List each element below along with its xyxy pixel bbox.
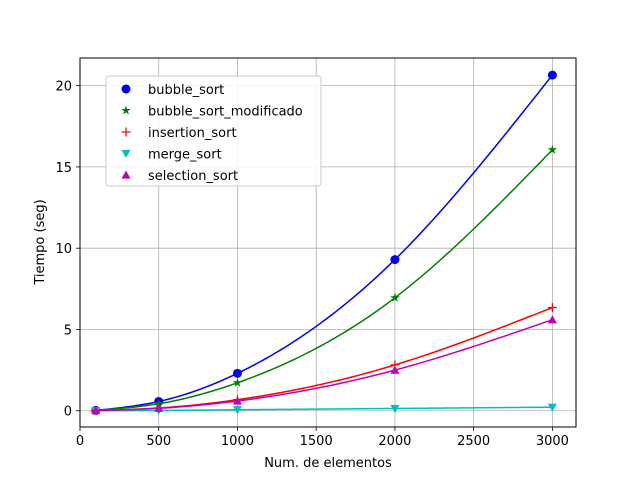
- y-tick-label: 15: [55, 161, 72, 176]
- data-point: [390, 255, 400, 265]
- legend-item: bubble_sort_modificado: [121, 105, 303, 120]
- x-tick-label: 2000: [378, 434, 411, 449]
- legend: bubble_sort bubble_sort_modificadoinserti…: [105, 75, 322, 187]
- series-line: [95, 74, 553, 412]
- y-tick-label: 10: [55, 242, 72, 257]
- data-point: [547, 403, 557, 412]
- data-point: [232, 406, 242, 415]
- data-point: [547, 303, 557, 313]
- y-axis-label: Tiempo (seg): [33, 199, 48, 285]
- data-point: [154, 403, 164, 412]
- legend-marker: [121, 170, 131, 179]
- x-tick-label: 1500: [300, 434, 333, 449]
- data-point: [390, 365, 400, 374]
- legend-label: selection_sort: [148, 169, 238, 184]
- legend-box: [105, 75, 322, 187]
- series-selection_sort: [91, 315, 557, 415]
- data-point: [232, 377, 243, 387]
- x-axis: 0 500 1000 1500 2000 2500 3000: [76, 427, 569, 449]
- series-line: [95, 319, 553, 412]
- series-layer: [90, 70, 558, 416]
- data-point: [232, 396, 242, 405]
- x-tick-label: 1000: [221, 434, 254, 449]
- legend-marker: [121, 127, 131, 137]
- legend-item: selection_sort: [121, 169, 238, 184]
- legend-label: bubble_sort: [148, 83, 224, 98]
- legend-item: merge_sort: [121, 148, 222, 163]
- data-point: [153, 398, 164, 408]
- y-tick-label: 20: [55, 80, 72, 95]
- series-line: [95, 149, 553, 412]
- legend-label: bubble_sort_modificado: [148, 105, 303, 120]
- legend-label: insertion_sort: [148, 126, 237, 141]
- x-tick-label: 0: [76, 434, 84, 449]
- data-point: [91, 406, 101, 415]
- data-point: [547, 144, 558, 154]
- data-point: [390, 404, 400, 413]
- data-point: [390, 292, 400, 302]
- legend-marker: [121, 149, 131, 158]
- y-tick-label: 5: [64, 323, 72, 338]
- series-merge_sort: [91, 403, 557, 416]
- data-point: [232, 368, 242, 378]
- legend-marker: [121, 84, 131, 94]
- x-tick-label: 2500: [457, 434, 490, 449]
- x-axis-label: Num. de elementos: [264, 456, 392, 471]
- x-tick-label: 3000: [536, 434, 569, 449]
- x-tick-label: 500: [146, 434, 171, 449]
- y-axis: 0 5 10 15 20: [55, 80, 80, 420]
- series-line: [95, 406, 553, 412]
- legend-item: bubble_sort: [121, 83, 224, 98]
- y-tick-label: 0: [64, 405, 72, 420]
- legend-item: insertion_sort: [121, 126, 237, 141]
- legend-label: merge_sort: [148, 148, 222, 163]
- legend-marker: [121, 105, 131, 115]
- data-point: [547, 315, 557, 324]
- plot-frame: [79, 57, 577, 428]
- data-point: [547, 70, 557, 80]
